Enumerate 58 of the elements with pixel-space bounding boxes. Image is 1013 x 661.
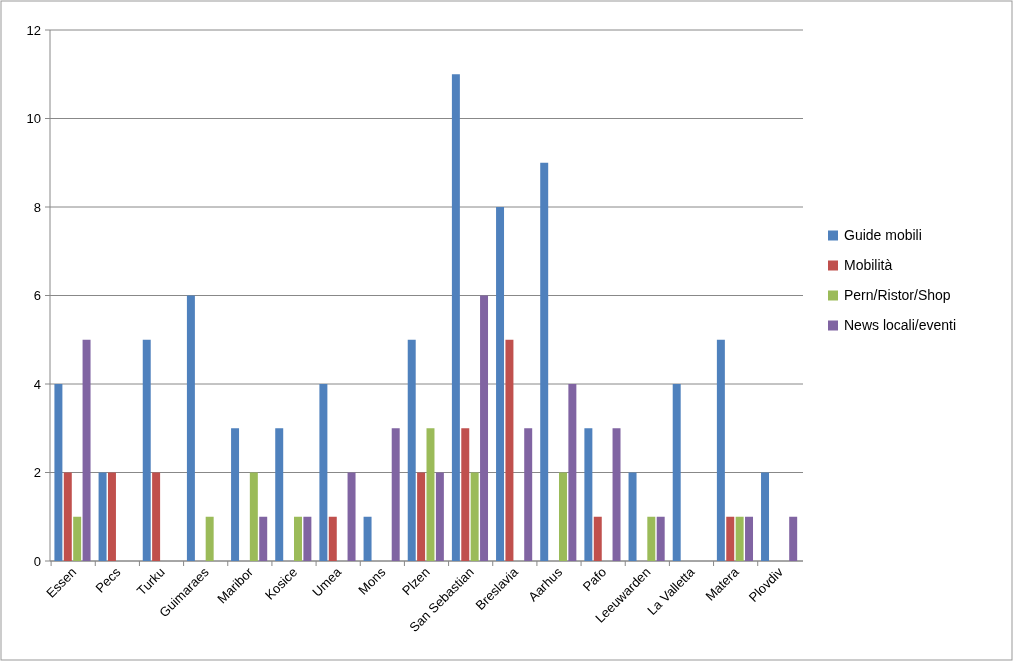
legend-label: Pern/Ristor/Shop (844, 287, 951, 304)
bar (205, 516, 214, 561)
bar (231, 428, 240, 561)
bar (142, 339, 151, 561)
bar (628, 472, 637, 561)
bar (470, 472, 479, 561)
bar (451, 74, 460, 561)
bar (328, 516, 337, 561)
bar (656, 516, 665, 561)
bar (745, 516, 754, 561)
y-tick-label: 8 (33, 199, 41, 215)
bar (152, 472, 161, 561)
y-tick-label: 4 (33, 376, 41, 392)
y-tick-label: 12 (26, 22, 41, 38)
bar (584, 428, 593, 561)
bar (73, 516, 82, 561)
bar (391, 428, 400, 561)
bar (716, 339, 725, 561)
bar (82, 339, 91, 561)
bar (347, 472, 356, 561)
legend-label: News locali/eventi (844, 317, 957, 334)
legend-label: Mobilità (844, 257, 893, 274)
bar (647, 516, 656, 561)
bar (407, 339, 416, 561)
bar (612, 428, 621, 561)
bar (186, 295, 195, 561)
bar (303, 516, 312, 561)
bar (435, 472, 444, 561)
bar (726, 516, 735, 561)
bar (496, 207, 505, 561)
y-tick-label: 10 (26, 111, 41, 127)
bar (107, 472, 116, 561)
bar (319, 384, 328, 561)
bar (761, 472, 770, 561)
bar (461, 428, 470, 561)
bar (259, 516, 268, 561)
bar (294, 516, 302, 561)
y-tick-label: 6 (33, 288, 41, 304)
bar (540, 162, 549, 561)
bar (275, 428, 284, 561)
bar (98, 472, 107, 561)
bar (735, 516, 744, 561)
bar (54, 384, 63, 561)
bar (249, 472, 258, 561)
bar (672, 384, 681, 561)
bar (480, 295, 489, 561)
legend-label: Guide mobili (844, 227, 922, 244)
bar (363, 516, 372, 561)
y-tick-label: 2 (33, 465, 41, 481)
bar (63, 472, 72, 561)
bar (558, 472, 567, 561)
bar (505, 339, 514, 561)
bar (524, 428, 533, 561)
y-tick-label: 0 (33, 553, 41, 569)
bar (593, 516, 602, 561)
bar (789, 516, 798, 561)
bar (417, 472, 426, 561)
bar (568, 384, 577, 561)
